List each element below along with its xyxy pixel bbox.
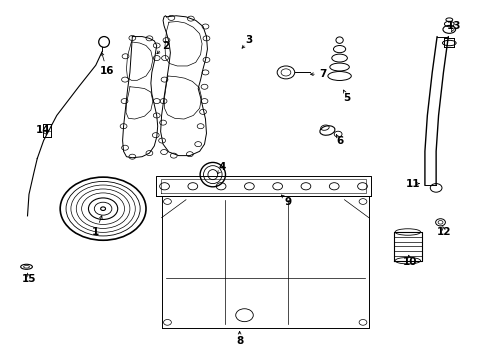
Text: 4: 4 — [219, 162, 226, 172]
Text: 9: 9 — [284, 197, 291, 207]
Text: 14: 14 — [36, 125, 51, 135]
Text: 16: 16 — [100, 66, 114, 76]
Text: 8: 8 — [236, 336, 243, 346]
Text: 12: 12 — [436, 227, 451, 237]
Text: 2: 2 — [162, 41, 169, 50]
Text: 11: 11 — [405, 179, 419, 189]
Text: 1: 1 — [92, 227, 99, 237]
Text: 3: 3 — [245, 35, 252, 45]
Text: 13: 13 — [446, 21, 461, 31]
Text: 6: 6 — [335, 136, 343, 145]
Text: 15: 15 — [21, 274, 36, 284]
Text: 5: 5 — [343, 93, 350, 103]
Text: 10: 10 — [402, 257, 417, 267]
Text: 7: 7 — [318, 69, 325, 79]
